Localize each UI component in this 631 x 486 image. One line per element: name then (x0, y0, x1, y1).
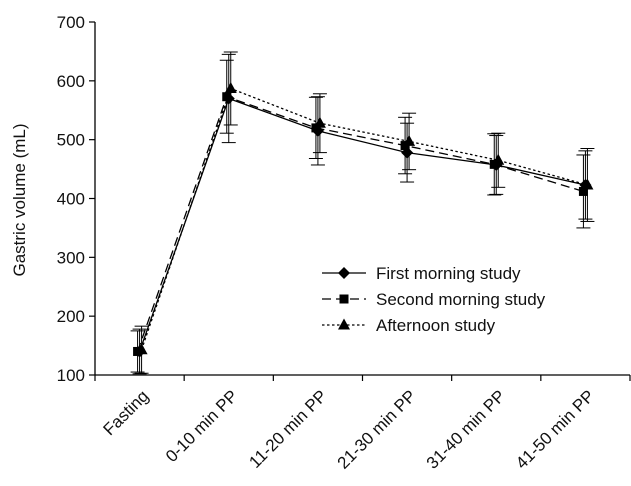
y-tick-label: 500 (57, 131, 85, 150)
series-3 (134, 51, 595, 374)
y-tick-label: 200 (57, 307, 85, 326)
data-point (224, 81, 237, 93)
y-tick-label: 100 (57, 366, 85, 385)
legend-item-3: Afternoon study (322, 316, 496, 335)
data-point (313, 116, 326, 128)
legend-label: Second morning study (376, 290, 546, 309)
legend-item-2: Second morning study (322, 290, 546, 309)
legend-marker (338, 318, 350, 330)
y-tick-label: 300 (57, 248, 85, 267)
legend: First morning study Second morning study A… (322, 264, 546, 335)
x-tick-label: 11-20 min PP (245, 386, 330, 471)
x-tick-label: 21-30 min PP (334, 386, 420, 472)
legend-item-1: First morning study (322, 264, 521, 283)
y-tick-label: 600 (57, 72, 85, 91)
y-tick-label: 400 (57, 190, 85, 209)
legend-marker (338, 267, 350, 279)
x-tick-label: 31-40 min PP (423, 386, 509, 472)
legend-marker (339, 294, 349, 304)
series-line (136, 95, 584, 352)
series-line (140, 87, 588, 350)
axes (94, 22, 630, 376)
data-point (492, 153, 505, 165)
x-tick-label: Fasting (100, 386, 153, 439)
data-point (135, 343, 148, 355)
data-point (581, 178, 594, 190)
series-1 (132, 53, 593, 375)
y-ticks: 100 200 300 400 500 600 700 (57, 13, 95, 385)
data-point (311, 123, 321, 133)
data-point (222, 92, 232, 102)
series-2 (130, 59, 591, 373)
x-tick-label: 41-50 min PP (512, 386, 598, 472)
series-layer (130, 51, 595, 375)
data-point (403, 134, 416, 146)
x-ticks: Fasting 0-10 min PP 11-20 min PP 21-30 min … (94, 375, 631, 473)
y-tick-label: 700 (57, 13, 85, 32)
legend-label: Afternoon study (376, 316, 496, 335)
legend-label: First morning study (376, 264, 521, 283)
series-line (138, 97, 586, 352)
y-axis-title: Gastric volume (mL) (10, 123, 29, 276)
x-tick-label: 0-10 min PP (162, 386, 242, 466)
data-point (578, 186, 588, 196)
